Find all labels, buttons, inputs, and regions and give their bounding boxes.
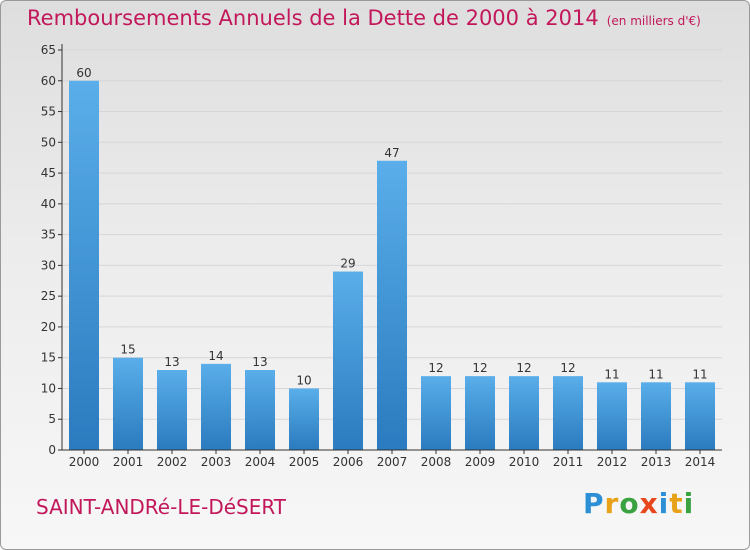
bar-2005	[289, 388, 319, 450]
y-tick-label: 50	[41, 135, 56, 149]
x-tick-label: 2004	[245, 455, 276, 469]
x-tick-label: 2000	[69, 455, 100, 469]
y-tick-label: 15	[41, 351, 56, 365]
x-tick-label: 2001	[113, 455, 144, 469]
y-tick-label: 40	[41, 197, 56, 211]
bar-value-label: 13	[252, 355, 267, 369]
bar-value-label: 10	[296, 373, 311, 387]
x-tick-label: 2011	[553, 455, 584, 469]
chart-unit-label: (en milliers d'€)	[606, 14, 701, 28]
y-tick-label: 20	[41, 320, 56, 334]
bar-value-label: 11	[692, 367, 707, 381]
y-tick-label: 65	[41, 43, 56, 57]
bar-value-label: 12	[472, 361, 487, 375]
logo-letter: o	[619, 487, 640, 520]
x-tick-label: 2010	[509, 455, 540, 469]
y-tick-label: 25	[41, 289, 56, 303]
chart-title: Remboursements Annuels de la Dette de 20…	[27, 6, 701, 30]
bar-2010	[509, 376, 539, 450]
proxiti-logo: Proxiti	[583, 487, 694, 520]
y-tick-label: 45	[41, 166, 56, 180]
bar-value-label: 47	[384, 146, 399, 160]
y-tick-label: 10	[41, 381, 56, 395]
y-tick-label: 30	[41, 258, 56, 272]
x-tick-label: 2012	[597, 455, 628, 469]
bar-2009	[465, 376, 495, 450]
y-tick-label: 5	[48, 412, 56, 426]
x-tick-label: 2009	[465, 455, 496, 469]
logo-letter: x	[639, 487, 659, 520]
x-tick-label: 2008	[421, 455, 452, 469]
bar-2007	[377, 160, 407, 450]
bar-value-label: 12	[516, 361, 531, 375]
x-tick-label: 2002	[157, 455, 188, 469]
logo-letter: r	[604, 487, 620, 520]
y-tick-label: 35	[41, 228, 56, 242]
bar-2008	[421, 376, 451, 450]
bar-2006	[333, 271, 363, 450]
bar-2004	[245, 370, 275, 450]
bar-value-label: 12	[560, 361, 575, 375]
bar-value-label: 12	[428, 361, 443, 375]
bar-value-label: 13	[164, 355, 179, 369]
bar-2011	[553, 376, 583, 450]
x-tick-label: 2005	[289, 455, 320, 469]
bar-2001	[113, 357, 143, 450]
chart-title-text: Remboursements Annuels de la Dette de 20…	[27, 6, 599, 30]
bar-value-label: 15	[120, 343, 135, 357]
bar-2014	[685, 382, 715, 450]
bar-2002	[157, 370, 187, 450]
bar-value-label: 29	[340, 257, 355, 271]
x-tick-label: 2003	[201, 455, 232, 469]
bar-value-label: 14	[208, 349, 223, 363]
x-tick-label: 2006	[333, 455, 364, 469]
town-name: SAINT-ANDRé-LE-DéSERT	[36, 495, 287, 519]
bar-value-label: 11	[648, 367, 663, 381]
y-tick-label: 55	[41, 105, 56, 119]
logo-letter: i	[658, 487, 670, 520]
logo-letter: i	[683, 487, 695, 520]
bar-2000	[69, 80, 99, 451]
bar-value-label: 60	[76, 66, 91, 80]
bar-value-label: 11	[604, 367, 619, 381]
bar-2013	[641, 382, 671, 450]
logo-letter: P	[583, 487, 605, 520]
bar-2012	[597, 382, 627, 450]
x-tick-label: 2013	[641, 455, 672, 469]
logo-letter: t	[669, 487, 684, 520]
x-tick-label: 2014	[685, 455, 716, 469]
y-tick-label: 0	[48, 443, 56, 457]
bar-2003	[201, 363, 231, 450]
y-tick-label: 60	[41, 74, 56, 88]
x-tick-label: 2007	[377, 455, 408, 469]
